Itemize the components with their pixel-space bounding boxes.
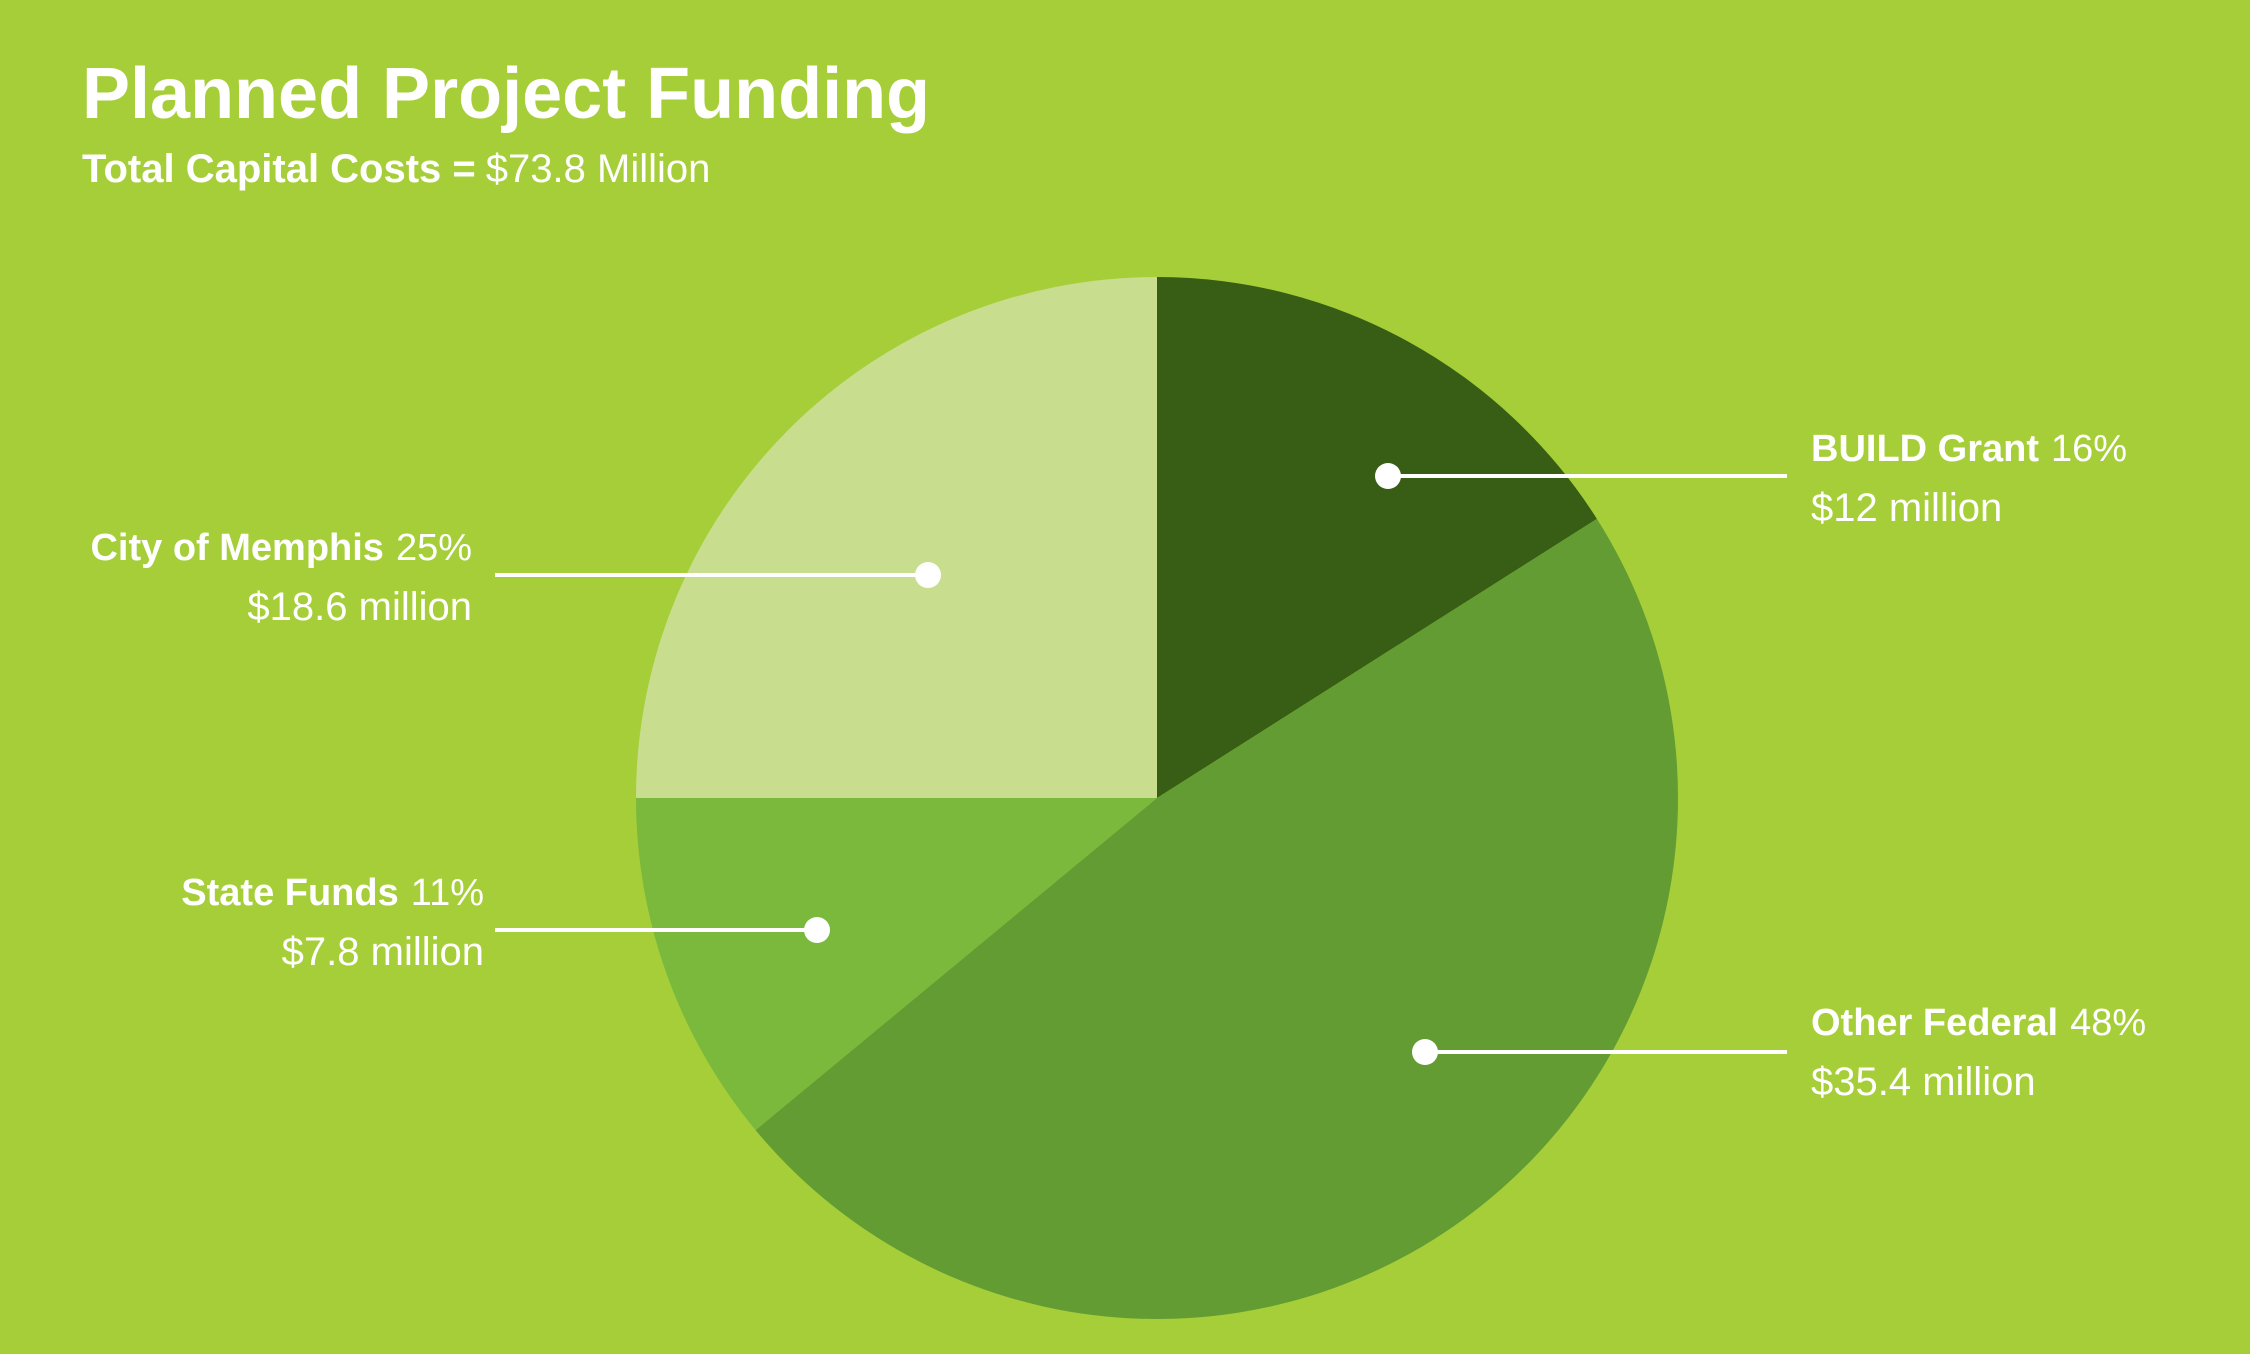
leader-dot — [915, 562, 941, 588]
pie-slice — [636, 798, 1157, 1131]
percent-label: 25% — [396, 527, 472, 569]
pie-slice — [755, 518, 1679, 1319]
category-name: Other Federal — [1811, 1002, 2058, 1044]
chart-subtitle: Total Capital Costs = $73.8 Million — [82, 147, 710, 191]
percent-label: 48% — [2070, 1002, 2146, 1044]
slice-label: BUILD Grant 16% — [1811, 428, 2127, 470]
category-name: State Funds — [181, 872, 398, 914]
pie-slice — [636, 277, 1157, 798]
category-name: City of Memphis — [90, 527, 383, 569]
amount-label: $18.6 million — [247, 585, 472, 629]
percent-label: 11% — [411, 872, 484, 914]
leader-dot — [1412, 1039, 1438, 1065]
percent-label: 16% — [2051, 428, 2127, 470]
slice-label: State Funds 11% — [181, 872, 484, 914]
amount-label: $35.4 million — [1811, 1060, 2036, 1104]
category-name: BUILD Grant — [1811, 428, 2039, 470]
subtitle-amount: $73.8 Million — [486, 147, 711, 191]
amount-label: $7.8 million — [282, 930, 484, 974]
leader-dot — [804, 917, 830, 943]
slice-label: City of Memphis 25% — [90, 527, 472, 569]
leader-dot — [1375, 463, 1401, 489]
slice-label: Other Federal 48% — [1811, 1002, 2146, 1044]
subtitle-label: Total Capital Costs = — [82, 147, 476, 191]
amount-label: $12 million — [1811, 486, 2002, 530]
pie-slice — [1157, 277, 1597, 798]
chart-title: Planned Project Funding — [82, 54, 930, 134]
